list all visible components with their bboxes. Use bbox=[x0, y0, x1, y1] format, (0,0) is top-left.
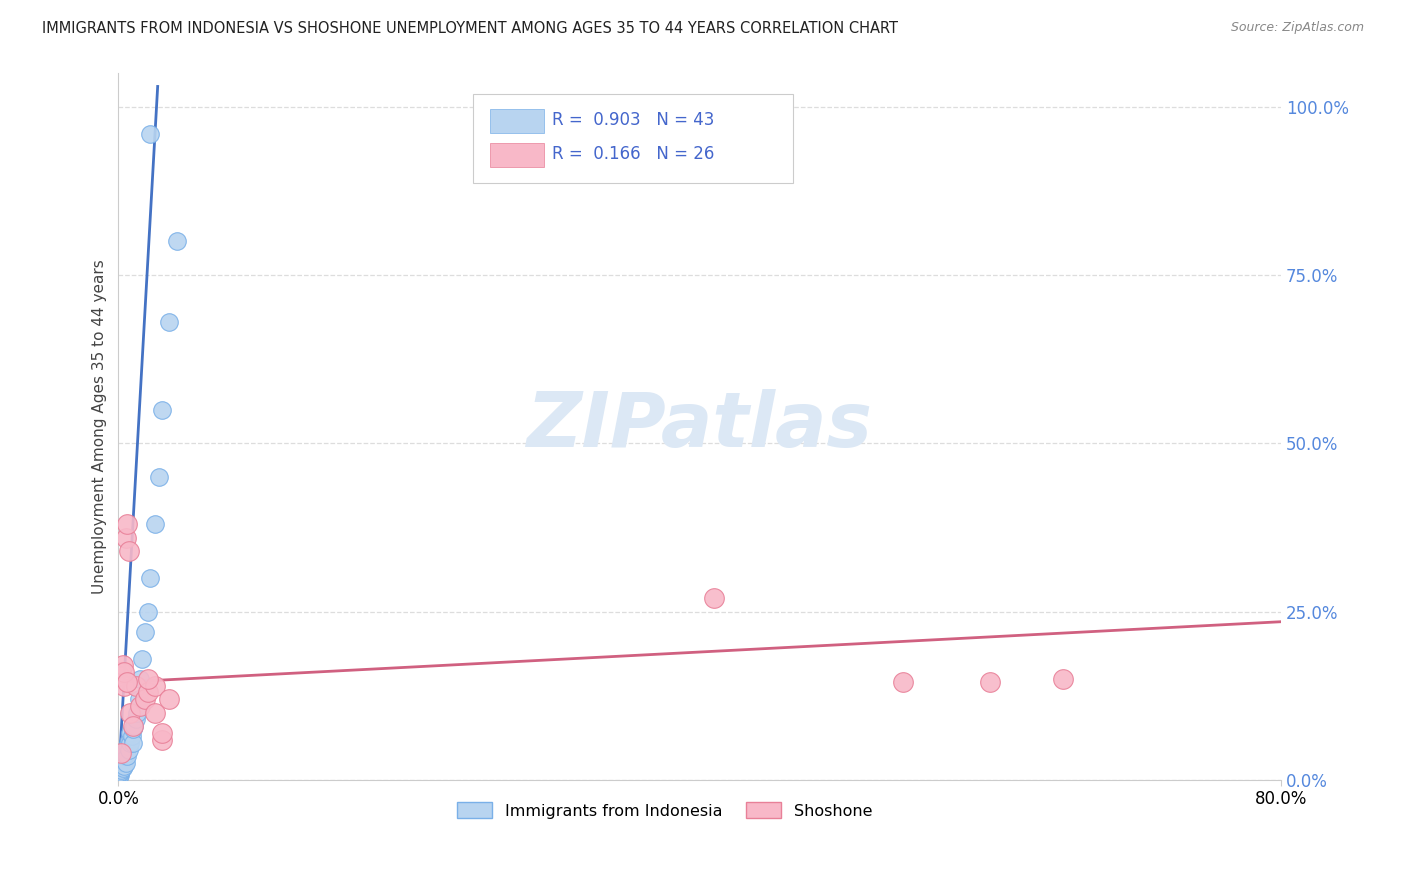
Point bbox=[112, 759, 135, 773]
Point bbox=[143, 679, 166, 693]
Point bbox=[979, 675, 1001, 690]
Y-axis label: Unemployment Among Ages 35 to 44 years: Unemployment Among Ages 35 to 44 years bbox=[93, 259, 107, 594]
Point bbox=[166, 235, 188, 249]
Point bbox=[111, 753, 134, 767]
Point bbox=[703, 591, 725, 606]
Text: IMMIGRANTS FROM INDONESIA VS SHOSHONE UNEMPLOYMENT AMONG AGES 35 TO 44 YEARS COR: IMMIGRANTS FROM INDONESIA VS SHOSHONE UN… bbox=[42, 21, 898, 36]
Point bbox=[117, 544, 139, 558]
Point bbox=[110, 761, 132, 775]
Point bbox=[120, 736, 142, 750]
Point bbox=[143, 517, 166, 532]
Point bbox=[124, 719, 146, 733]
Point bbox=[125, 679, 148, 693]
Point bbox=[139, 127, 162, 141]
Point bbox=[891, 675, 914, 690]
Point bbox=[108, 770, 131, 784]
Point bbox=[108, 764, 131, 779]
Point bbox=[134, 692, 156, 706]
Point bbox=[125, 712, 148, 726]
Point bbox=[136, 605, 159, 619]
Point bbox=[110, 665, 132, 680]
Text: R =  0.166   N = 26: R = 0.166 N = 26 bbox=[553, 145, 714, 163]
Point bbox=[129, 698, 152, 713]
Point bbox=[111, 756, 134, 771]
Point bbox=[120, 706, 142, 720]
Point bbox=[108, 668, 131, 682]
Point bbox=[157, 315, 180, 329]
Point bbox=[148, 470, 170, 484]
Point bbox=[111, 761, 134, 775]
Point bbox=[136, 672, 159, 686]
Point bbox=[112, 665, 135, 680]
Point bbox=[112, 749, 135, 764]
Point bbox=[150, 732, 173, 747]
FancyBboxPatch shape bbox=[472, 95, 793, 183]
FancyBboxPatch shape bbox=[491, 143, 544, 167]
Point bbox=[108, 763, 131, 777]
Point bbox=[131, 652, 153, 666]
Point bbox=[111, 759, 134, 773]
Point bbox=[112, 679, 135, 693]
Point bbox=[143, 706, 166, 720]
Point bbox=[114, 531, 136, 545]
Point bbox=[122, 736, 145, 750]
Point bbox=[1052, 672, 1074, 686]
Point bbox=[114, 747, 136, 762]
Point bbox=[115, 675, 138, 690]
Point bbox=[120, 726, 142, 740]
FancyBboxPatch shape bbox=[491, 109, 544, 133]
Point bbox=[127, 706, 149, 720]
Point bbox=[117, 742, 139, 756]
Point bbox=[114, 742, 136, 756]
Legend: Immigrants from Indonesia, Shoshone: Immigrants from Indonesia, Shoshone bbox=[450, 796, 879, 825]
Point bbox=[122, 719, 145, 733]
Point bbox=[139, 571, 162, 585]
Point bbox=[110, 758, 132, 772]
Point bbox=[150, 726, 173, 740]
Point bbox=[110, 746, 132, 760]
Point bbox=[134, 624, 156, 639]
Point bbox=[121, 729, 143, 743]
Text: Source: ZipAtlas.com: Source: ZipAtlas.com bbox=[1230, 21, 1364, 34]
Point bbox=[115, 517, 138, 532]
Point bbox=[157, 692, 180, 706]
Point bbox=[136, 685, 159, 699]
Point bbox=[110, 763, 132, 777]
Point bbox=[117, 732, 139, 747]
Point bbox=[112, 746, 135, 760]
Point bbox=[108, 766, 131, 780]
Point bbox=[129, 672, 152, 686]
Point bbox=[111, 658, 134, 673]
Text: ZIPatlas: ZIPatlas bbox=[527, 390, 873, 464]
Point bbox=[115, 739, 138, 754]
Point bbox=[122, 723, 145, 737]
Point bbox=[114, 756, 136, 771]
Point bbox=[128, 692, 150, 706]
Point bbox=[115, 749, 138, 764]
Point bbox=[110, 759, 132, 773]
Text: R =  0.903   N = 43: R = 0.903 N = 43 bbox=[553, 112, 714, 129]
Point bbox=[108, 767, 131, 781]
Point bbox=[150, 402, 173, 417]
